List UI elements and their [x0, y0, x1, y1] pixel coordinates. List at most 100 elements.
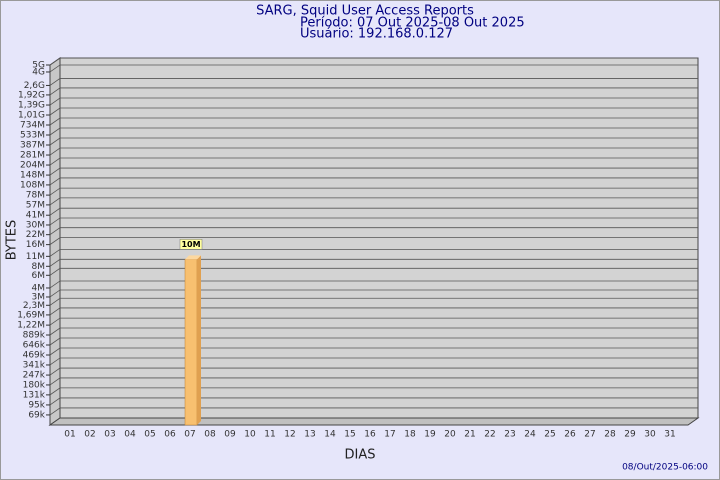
y-tick-label: 1,92G [18, 90, 45, 100]
y-tick-label: 646k [23, 340, 46, 350]
grid-line [49, 387, 698, 396]
y-tick-label: 16M [26, 240, 45, 250]
y-tick-label: 4G [32, 67, 45, 77]
x-tick-label: 26 [564, 430, 576, 440]
y-tick-label: 1,01G [18, 111, 45, 121]
grid-line [49, 97, 698, 106]
x-tick-label: 08 [204, 430, 216, 440]
value-label: 10M [181, 240, 200, 249]
x-tick-label: 19 [424, 430, 436, 440]
grid-line [49, 187, 698, 196]
bar-side [197, 255, 201, 425]
grid-line [49, 87, 698, 96]
x-tick-label: 06 [164, 430, 176, 440]
grid-line [49, 57, 698, 66]
chart-subtitle: Usuário: 192.168.0.127 [300, 27, 453, 42]
y-tick-label: 2,6G [24, 81, 45, 91]
x-tick-label: 25 [544, 430, 555, 440]
x-tick-label: 12 [284, 430, 295, 440]
y-tick-label: 78M [26, 191, 45, 201]
grid-line [49, 317, 698, 326]
x-tick-label: 31 [664, 430, 675, 440]
y-tick-label: 469k [23, 351, 46, 361]
grid-line [49, 197, 698, 206]
y-tick-label: 69k [28, 410, 45, 420]
y-tick-label: 57M [26, 200, 45, 210]
y-tick-label: 11M [26, 252, 45, 262]
grid-line [49, 407, 698, 416]
y-tick-label: 533M [20, 131, 45, 141]
grid-line [49, 167, 698, 176]
x-tick-label: 28 [604, 430, 616, 440]
grid-line [49, 147, 698, 156]
y-tick-label: 108M [20, 180, 45, 190]
y-tick-label: 889k [23, 331, 46, 341]
y-tick-label: 30M [26, 220, 45, 230]
grid-line [49, 280, 698, 289]
grid-line [49, 347, 698, 356]
grid-line [49, 258, 698, 267]
y-tick-label: 148M [20, 171, 45, 181]
x-tick-label: 01 [64, 430, 75, 440]
x-tick-label: 14 [324, 430, 336, 440]
y-tick-label: 247k [23, 371, 46, 381]
grid-line [49, 217, 698, 226]
floor [48, 417, 700, 426]
y-tick-label: 1,69M [17, 310, 45, 320]
grid-line [49, 157, 698, 166]
x-tick-label: 22 [484, 430, 495, 440]
x-tick-label: 27 [584, 430, 595, 440]
x-tick-label: 18 [404, 430, 416, 440]
grid-line [49, 289, 698, 298]
grid-line [49, 107, 698, 116]
grid-line [49, 357, 698, 366]
grid-line [49, 117, 698, 126]
grid-line [49, 207, 698, 216]
x-axis-label: DIAS [345, 448, 376, 463]
x-tick-label: 15 [344, 430, 355, 440]
y-tick-label: 22M [26, 230, 45, 240]
x-tick-label: 21 [464, 430, 475, 440]
y-tick-label: 41M [26, 211, 45, 221]
y-tick-label: 387M [20, 141, 45, 151]
x-tick-label: 29 [624, 430, 636, 440]
x-tick-label: 17 [384, 430, 395, 440]
x-tick-label: 13 [304, 430, 315, 440]
grid-line [49, 377, 698, 386]
x-tick-label: 30 [644, 430, 656, 440]
y-axis-label: BYTES [5, 220, 20, 261]
grid-line [49, 227, 698, 235]
grid-line [49, 64, 698, 73]
grid-line [49, 367, 698, 376]
y-tick-label: 1,22M [17, 321, 45, 331]
y-tick-label: 180k [23, 380, 46, 390]
y-tick-label: 1,39G [18, 101, 45, 111]
y-tick-label: 281M [20, 151, 45, 161]
footer: 08/Out/2025-06:00 [622, 463, 708, 473]
x-tick-label: 05 [144, 430, 155, 440]
x-tick-label: 07 [184, 430, 195, 440]
chart-subtitle: Período: 07 Out 2025-08 Out 2025 [300, 16, 525, 31]
grid-line [49, 237, 698, 245]
grid-line [49, 78, 698, 86]
x-tick-label: 10 [244, 430, 256, 440]
y-tick-label: 131k [23, 390, 46, 400]
y-tick-label: 734M [20, 120, 45, 130]
y-tick-label: 95k [28, 400, 45, 410]
x-tick-label: 02 [84, 430, 95, 440]
y-tick-label: 5G [32, 61, 45, 71]
bar-top [185, 255, 201, 260]
grid-line [49, 337, 698, 346]
y-tick-label: 2,3M [23, 301, 45, 311]
value-label-box [179, 239, 203, 250]
bar [184, 259, 198, 426]
x-tick-label: 04 [124, 430, 136, 440]
y-tick-label: 6M [32, 271, 46, 281]
grid-line [49, 248, 698, 257]
grid-line [49, 267, 698, 276]
x-tick-label: 20 [444, 430, 456, 440]
x-tick-label: 11 [264, 430, 275, 440]
y-tick-label: 341k [23, 360, 46, 370]
x-tick-label: 23 [504, 430, 515, 440]
